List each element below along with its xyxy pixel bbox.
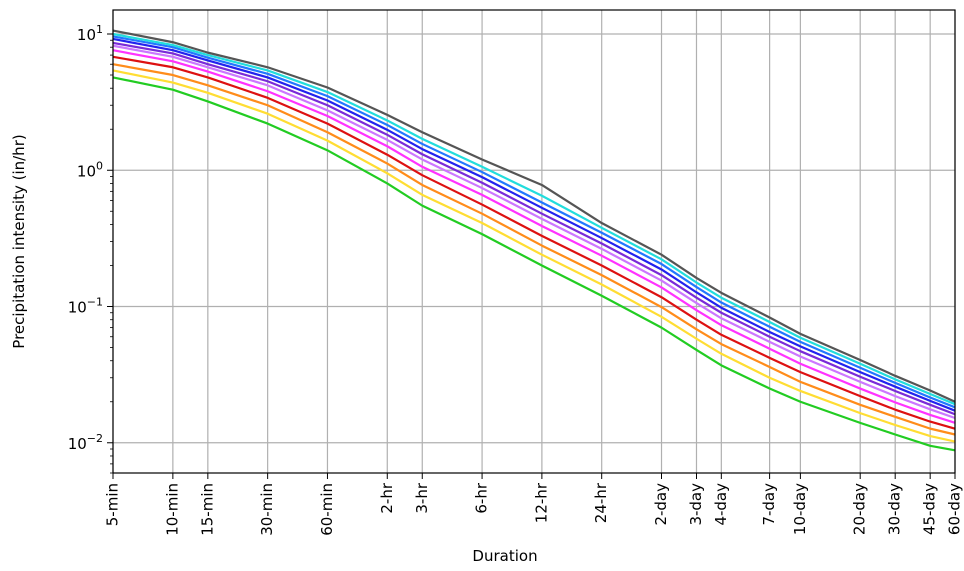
tick-marks: [107, 33, 956, 479]
x-tick-label: 2-hr: [378, 482, 396, 513]
y-tick-label: 100: [77, 159, 103, 180]
x-tick-label: 45-day: [921, 483, 939, 535]
series-line: [112, 32, 956, 406]
y-tick-label: 10−1: [68, 296, 103, 317]
x-tick-label: 3-day: [687, 483, 705, 526]
series-line: [112, 63, 956, 436]
x-tick-label: 4-day: [712, 483, 730, 526]
series-line: [112, 44, 956, 420]
series-line: [112, 49, 956, 424]
x-tick-label: 60-day: [946, 483, 964, 535]
x-tick-label: 24-hr: [592, 482, 610, 523]
series-line: [112, 76, 956, 452]
series-line: [112, 35, 956, 409]
series-line: [112, 55, 956, 430]
series-line: [112, 29, 956, 403]
x-tick-label: 10-day: [791, 483, 809, 535]
x-tick-label: 2-day: [652, 483, 670, 526]
series-lines: [112, 29, 956, 452]
x-tick-label: 15-min: [198, 483, 216, 536]
x-tick-labels: 5-min 10-min 15-min 30-min 60-min 2-hr 3-hr 6-h…: [104, 482, 964, 536]
grid-lines: [112, 10, 956, 473]
x-tick-label: 30-min: [258, 483, 276, 536]
x-tick-label: 20-day: [851, 483, 869, 535]
series-line: [112, 41, 956, 416]
y-tick-label: 101: [77, 23, 103, 44]
x-axis-label: Duration: [472, 547, 537, 565]
x-tick-label: 6-hr: [473, 482, 491, 513]
series-line: [112, 37, 956, 412]
x-tick-label: 7-day: [760, 483, 778, 526]
y-tick-labels: 101 100 10−1 10−2: [68, 23, 103, 453]
x-tick-label: 10-min: [163, 483, 181, 536]
y-tick-label: 10−2: [68, 432, 103, 453]
y-axis-label: Precipitation intensity (in/hr): [10, 134, 28, 348]
series-line: [112, 69, 956, 443]
x-tick-label: 3-hr: [413, 482, 431, 513]
x-tick-label: 12-hr: [532, 482, 550, 523]
x-tick-label: 5-min: [104, 483, 122, 526]
x-tick-label: 60-min: [318, 483, 336, 536]
x-tick-label: 30-day: [886, 483, 904, 535]
